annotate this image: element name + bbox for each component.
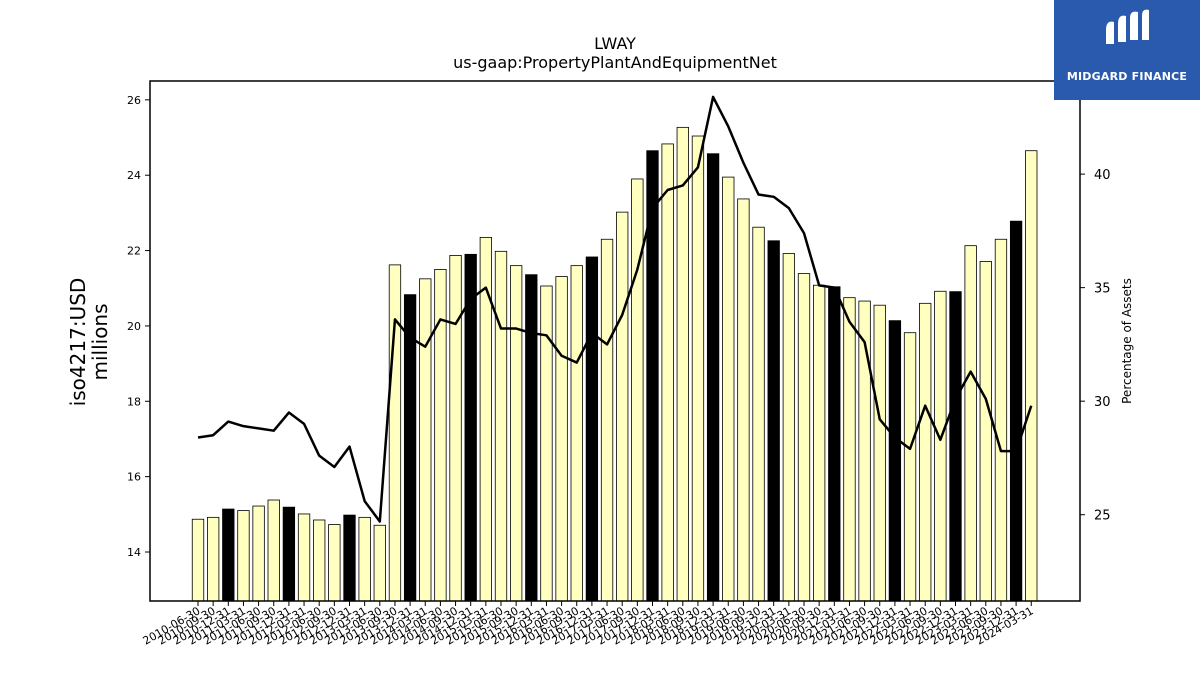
line-group: [197, 95, 1033, 523]
bar: [282, 506, 296, 602]
bar: [964, 245, 977, 602]
bar: [722, 176, 735, 602]
y-tick-label: 24: [127, 169, 141, 182]
bar: [888, 320, 902, 602]
y2-axis-label: Percentage of Assets: [1120, 278, 1134, 404]
bar: [752, 226, 765, 602]
bar: [313, 519, 326, 602]
bar: [555, 276, 568, 602]
y-tick-label: 26: [127, 94, 141, 107]
brand-name: MIDGARD FINANCE: [1066, 70, 1188, 83]
bar: [297, 513, 311, 602]
y2-tick-label: 40: [1094, 168, 1111, 183]
bar: [267, 499, 280, 602]
bar: [676, 126, 689, 602]
bar: [343, 514, 356, 602]
bar: [358, 516, 371, 602]
bars-group: [191, 126, 1038, 602]
bar: [828, 286, 841, 602]
y2-tick-label: 25: [1094, 509, 1111, 524]
bar: [206, 516, 220, 602]
percentage-line: [197, 95, 1033, 523]
bar: [919, 302, 932, 602]
bar: [252, 505, 265, 602]
bar: [540, 285, 553, 602]
bar: [631, 178, 644, 602]
bar: [646, 150, 659, 602]
brand-logo: MIDGARD FINANCE: [1054, 0, 1200, 100]
y-axis: 14 16 18 20 22 24 26: [127, 94, 150, 559]
y2-tick-label: 35: [1094, 282, 1111, 297]
bar: [813, 284, 826, 602]
bar: [934, 290, 947, 602]
y2-tick-label: 30: [1094, 395, 1111, 410]
bar: [449, 255, 462, 602]
chart-subtitle: us-gaap:PropertyPlantAndEquipmentNet: [453, 53, 777, 72]
bar: [494, 250, 508, 602]
y-axis-label: iso4217:USDmillions: [66, 278, 112, 407]
bar: [1025, 150, 1038, 602]
y-tick-label: 14: [127, 546, 141, 559]
y-tick-label: 18: [127, 395, 141, 408]
bar: [903, 332, 917, 602]
bar: [585, 256, 599, 602]
y-tick-label: 20: [127, 320, 141, 333]
x-axis: 2010-06-302010-09-302010-12-312011-03-31…: [141, 601, 1036, 648]
bar: [979, 261, 992, 602]
bar: [873, 304, 886, 602]
bar: [843, 297, 856, 602]
bar: [373, 524, 386, 602]
bar: [661, 143, 674, 602]
bar: [616, 211, 629, 602]
bar: [949, 291, 962, 602]
y-tick-label: 22: [127, 245, 141, 258]
bar: [525, 274, 538, 602]
bar: [1009, 220, 1023, 602]
chart-title: LWAY: [594, 34, 636, 53]
bar: [191, 518, 205, 602]
bar: [797, 273, 811, 602]
bar: [509, 265, 523, 602]
bar: [419, 278, 432, 602]
bar: [994, 238, 1008, 602]
y-tick-label: 16: [127, 471, 141, 484]
bar: [388, 264, 402, 602]
bar: [737, 198, 750, 602]
logo-mark-icon: [1106, 9, 1149, 44]
bar: [600, 238, 614, 602]
bar: [767, 240, 780, 602]
y2-axis: 25 30 35 40: [1080, 168, 1111, 524]
bar: [782, 253, 795, 602]
bar: [570, 265, 583, 602]
bar: [237, 510, 250, 602]
bar: [691, 135, 705, 602]
bar: [706, 153, 720, 602]
plot-frame: [149, 80, 1081, 602]
bar: [222, 508, 235, 602]
bar: [328, 524, 341, 602]
